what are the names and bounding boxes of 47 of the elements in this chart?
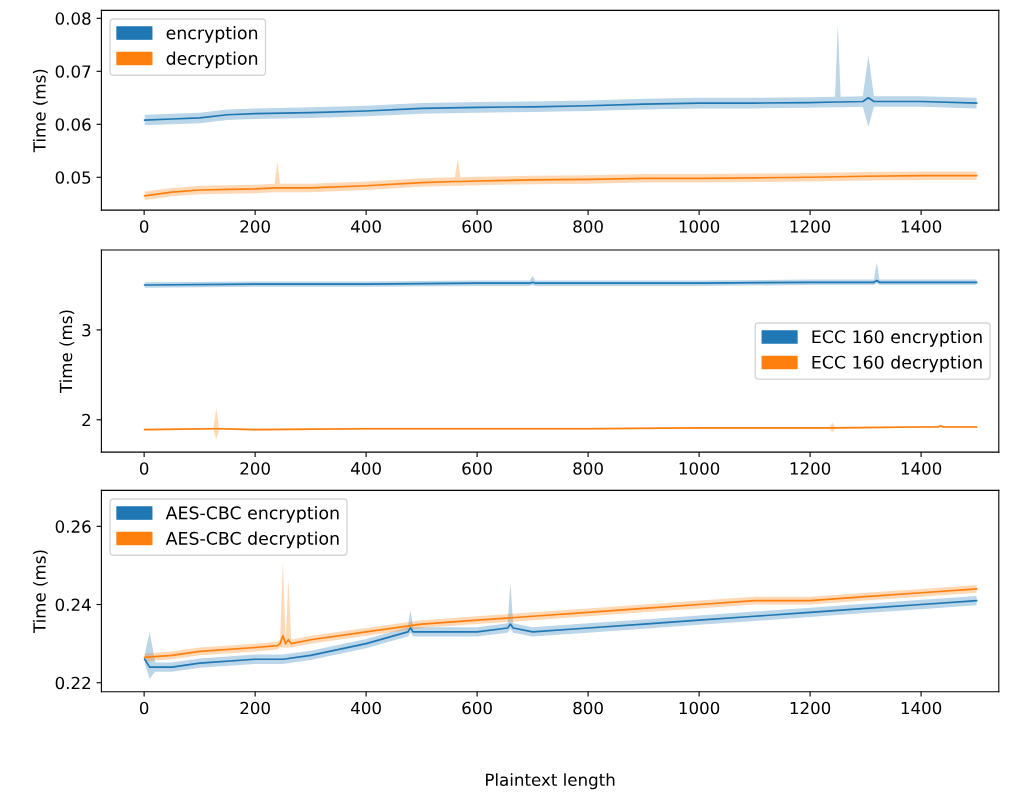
- x-tick-label: 1400: [901, 220, 942, 233]
- y-tick-label: 0.05: [55, 171, 91, 184]
- x-tick-label: 600: [462, 701, 492, 715]
- x-tick-label: 1200: [790, 462, 831, 475]
- line-series: [143, 96, 978, 121]
- x-tick-label: 400: [351, 220, 381, 233]
- x-axis-title: Plaintext length: [486, 773, 615, 790]
- legend-label: ECC 160 decryption: [812, 355, 982, 373]
- y-tick-label: 0.24: [55, 598, 91, 612]
- y-tick-label: 0.06: [55, 118, 91, 131]
- x-tick-label: 200: [240, 462, 270, 475]
- y-axis-title: Time (ms): [32, 550, 48, 634]
- x-tick-label: 200: [240, 701, 270, 715]
- y-axis-title: Time (ms): [32, 69, 48, 153]
- x-tick-label: 1200: [790, 701, 831, 715]
- x-tick-label: 0: [139, 462, 149, 475]
- x-tick-label: 1400: [901, 462, 942, 475]
- x-tick-label: 1000: [679, 701, 720, 715]
- line-series: [143, 174, 978, 197]
- y-tick-label: 0.08: [55, 12, 91, 25]
- legend-label: decryption: [166, 51, 258, 69]
- y-tick-label: 3: [82, 323, 91, 337]
- y-tick-label: 0.07: [55, 65, 91, 78]
- x-tick-label: 600: [462, 220, 492, 233]
- x-tick-label: 1000: [679, 220, 720, 233]
- legend-label: encryption: [166, 25, 258, 43]
- y-tick-label: 2: [82, 413, 91, 427]
- y-tick-label: 0.22: [55, 676, 91, 690]
- y-axis-title: Time (ms): [59, 310, 75, 394]
- y-tick-label: 0.26: [55, 520, 91, 533]
- x-tick-label: 1400: [901, 701, 942, 715]
- x-tick-label: 400: [351, 462, 381, 475]
- legend-label: ECC 160 encryption: [812, 329, 982, 347]
- x-tick-label: 800: [573, 462, 603, 475]
- line-series: [143, 588, 978, 659]
- x-tick-label: 1000: [679, 462, 720, 475]
- line-series: [143, 599, 978, 668]
- x-tick-label: 0: [139, 701, 149, 715]
- x-tick-label: 600: [462, 462, 492, 475]
- x-tick-label: 800: [573, 701, 603, 715]
- legend-label: AES-CBC decryption: [165, 531, 339, 549]
- legend-label: AES-CBC encryption: [165, 505, 339, 523]
- x-tick-label: 200: [240, 220, 270, 233]
- x-tick-label: 0: [139, 220, 149, 233]
- x-tick-label: 800: [573, 220, 603, 233]
- x-tick-label: 1200: [790, 220, 831, 233]
- x-tick-label: 400: [351, 701, 381, 715]
